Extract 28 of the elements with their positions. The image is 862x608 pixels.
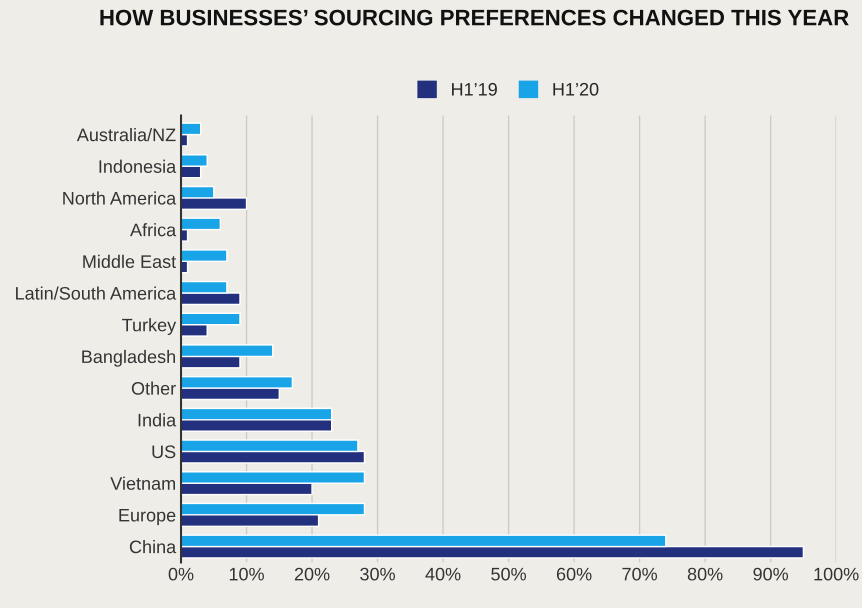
x-tick-label: 20% xyxy=(294,568,330,581)
y-tick-label: Bangladesh xyxy=(82,350,175,367)
x-tick-label: 50% xyxy=(491,568,526,581)
x-tick-label: 0% xyxy=(168,568,194,581)
x-tick-label: 100% xyxy=(814,568,859,581)
y-tick-label: Other xyxy=(132,382,176,395)
y-tick-label: Indonesia xyxy=(100,160,176,173)
y-tick-label: US xyxy=(152,445,176,458)
y-tick-label: Turkey xyxy=(122,318,176,335)
y-tick-label: Vietnam xyxy=(110,476,175,490)
legend-label: H1’19 xyxy=(452,82,497,96)
x-tick-label: 60% xyxy=(556,568,592,581)
x-tick-label: 70% xyxy=(622,568,658,581)
x-tick-label: 10% xyxy=(230,568,264,581)
chart-title: HOW BUSINESSES’ SOURCING PREFERENCES CHANGED THIS YEAR xyxy=(100,10,849,26)
y-tick-label: Latin/South America xyxy=(16,286,176,300)
y-tick-label: India xyxy=(138,413,176,426)
y-tick-label: China xyxy=(130,540,176,554)
y-tick-label: Africa xyxy=(130,223,176,236)
x-tick-label: 80% xyxy=(688,568,723,581)
x-tick-label: 40% xyxy=(425,568,460,581)
x-tick-label: 30% xyxy=(360,568,395,581)
y-tick-label: Australia/NZ xyxy=(76,128,176,142)
y-tick-label: Middle East xyxy=(83,254,176,268)
y-tick-label: North America xyxy=(63,191,176,205)
legend-label: H1’20 xyxy=(553,82,598,96)
y-tick-label: Europe xyxy=(119,508,176,526)
x-tick-label: 90% xyxy=(753,568,788,581)
